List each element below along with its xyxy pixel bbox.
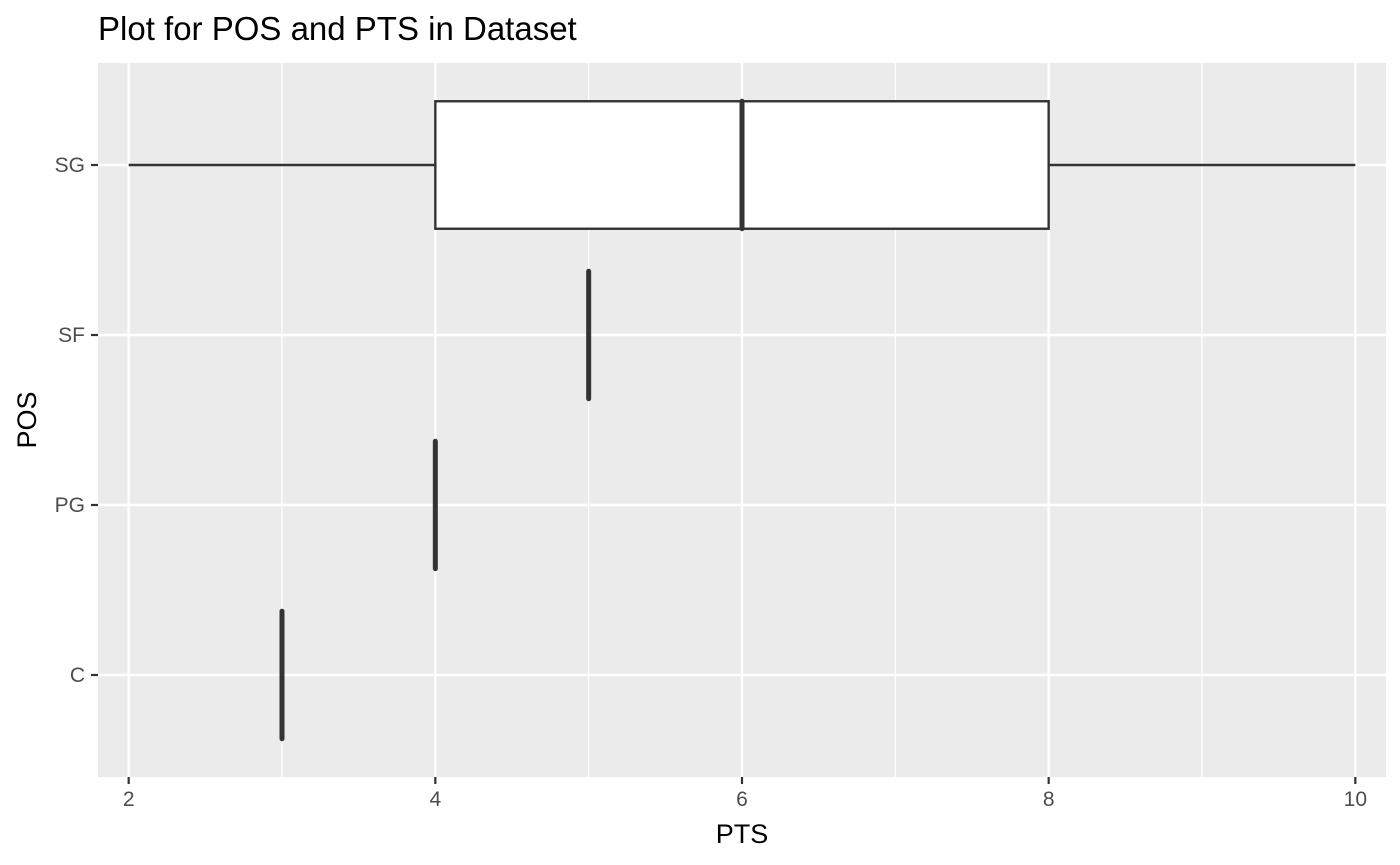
x-tick-label: 2 <box>123 788 135 811</box>
axes: 2 4 6 8 10 C PG SF SG <box>55 154 1367 811</box>
chart-title: Plot for POS and PTS in Dataset <box>98 10 577 47</box>
boxplot-sg <box>128 98 1356 232</box>
y-tick-label: C <box>70 664 85 687</box>
boxplot-layer <box>128 98 1356 742</box>
x-tick-label: 6 <box>736 788 748 811</box>
y-tick-label: PG <box>55 494 85 517</box>
y-axis-title: POS <box>12 391 42 448</box>
x-axis-title: PTS <box>716 819 769 849</box>
y-tick-label: SF <box>58 324 85 347</box>
x-tick-label: 10 <box>1344 788 1367 811</box>
y-tick-label: SG <box>55 154 85 177</box>
x-tick-label: 8 <box>1043 788 1055 811</box>
x-tick-label: 4 <box>429 788 441 811</box>
